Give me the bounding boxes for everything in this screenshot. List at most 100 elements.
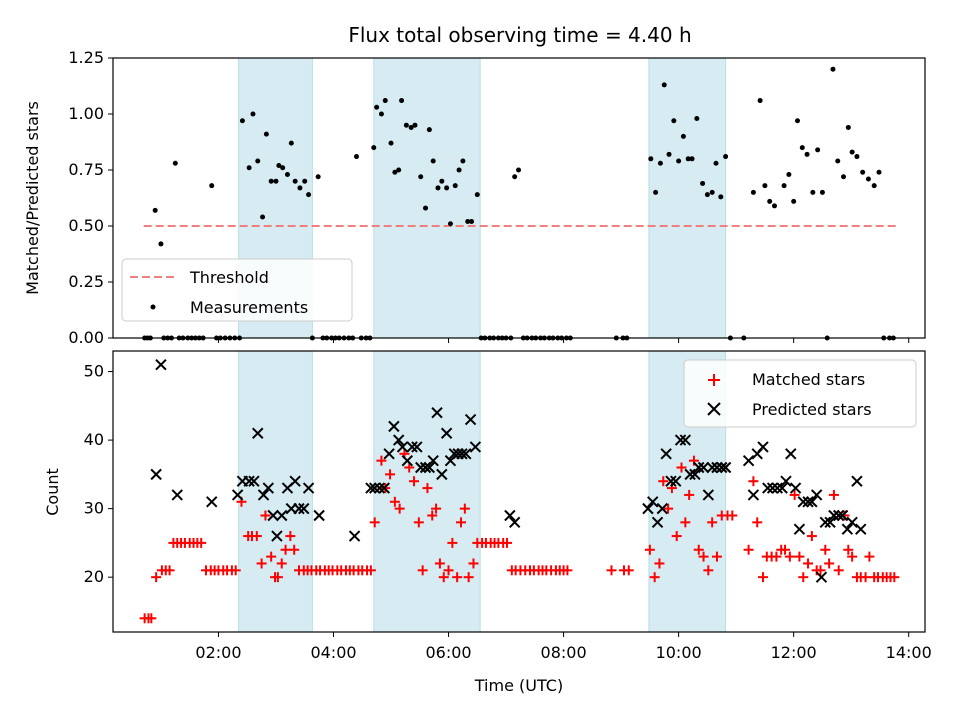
- measurement-point: [718, 194, 724, 200]
- matched-star-point: [847, 551, 858, 562]
- measurement-point: [456, 167, 462, 173]
- measurement-point: [297, 185, 303, 191]
- x-tick-label: 04:00: [310, 643, 356, 662]
- matched-star-point: [748, 476, 759, 487]
- top-legend: Threshold Measurements: [121, 258, 353, 322]
- predicted-star-point: [392, 434, 405, 446]
- measurement-point: [452, 183, 458, 189]
- predicted-star-point: [651, 516, 664, 529]
- predicted-star-point: [383, 448, 395, 460]
- matched-star-point: [443, 565, 454, 576]
- predicted-star-point: [702, 489, 715, 501]
- matched-star-point: [404, 462, 415, 473]
- predicted-star-point: [469, 441, 482, 453]
- matched-star-point: [743, 544, 754, 555]
- marker-stroke: [642, 502, 654, 515]
- measurement-point: [786, 171, 792, 177]
- marker-stroke: [401, 454, 414, 467]
- predicted-star-point: [401, 454, 414, 467]
- matched-star-point: [376, 455, 387, 466]
- predicted-star-point: [298, 502, 310, 515]
- marker-stroke: [383, 448, 395, 460]
- predicted-star-point: [780, 475, 792, 487]
- predicted-star-point: [155, 359, 167, 371]
- matched-star-point: [422, 483, 433, 494]
- matched-star-point: [365, 565, 376, 576]
- measurement-point: [648, 156, 654, 162]
- marker-stroke: [206, 496, 218, 508]
- measurement-point: [465, 219, 471, 225]
- predicted-star-point: [647, 496, 659, 508]
- predicted-star-point: [824, 516, 836, 529]
- marker-stroke: [243, 475, 255, 487]
- marker-stroke: [378, 482, 391, 494]
- marker-stroke: [271, 530, 283, 542]
- marker-stroke: [293, 502, 305, 515]
- bottom-legend: Matched stars Predicted stars: [683, 359, 917, 428]
- measurements-legend-label: Measurements: [190, 298, 308, 317]
- predicted-star-point: [642, 502, 654, 515]
- predicted-star-point: [243, 475, 255, 487]
- matched-star-point: [839, 510, 850, 521]
- measurement-point: [399, 98, 405, 104]
- predicted-star-point: [836, 509, 849, 522]
- y-tick-label: 30: [84, 499, 104, 518]
- predicted-star-point: [396, 441, 409, 453]
- marker-stroke: [262, 482, 275, 494]
- marker-stroke: [824, 516, 836, 529]
- matched-star-point: [146, 613, 157, 624]
- predicted-star-point: [406, 441, 418, 453]
- measurement-point: [680, 133, 686, 139]
- matched-star-point: [815, 565, 826, 576]
- predicted-star-point: [508, 516, 521, 529]
- measurement-point: [474, 192, 480, 198]
- matched-star-point: [676, 462, 687, 473]
- predicted-star-point: [747, 489, 760, 501]
- measurement-point: [657, 160, 663, 166]
- x-tick-label: 08:00: [541, 643, 587, 662]
- marker-stroke: [702, 489, 715, 501]
- measurement-point: [704, 192, 710, 198]
- measurement-point: [268, 178, 274, 184]
- bottom-y-axis-label: Count: [43, 468, 62, 516]
- measurement-point: [781, 183, 787, 189]
- predicted-star-point: [378, 482, 391, 494]
- predicted-star-point: [415, 461, 427, 474]
- marker-stroke: [785, 448, 797, 460]
- matched-star-point: [230, 565, 241, 576]
- marker-stroke: [766, 482, 779, 494]
- bottom-axes-frame: [112, 350, 926, 633]
- matched-star-point: [864, 551, 875, 562]
- marker-stroke: [464, 413, 477, 426]
- measurement-point: [676, 158, 682, 164]
- matched-star-point: [684, 489, 695, 500]
- predicted-star-point: [252, 427, 264, 439]
- measurement-point: [315, 174, 321, 180]
- predicted-star-point: [267, 509, 279, 522]
- predicted-star-point: [766, 482, 779, 494]
- predicted-star-point: [656, 502, 669, 515]
- matched-star-point: [703, 565, 714, 576]
- marker-stroke: [252, 427, 264, 439]
- predicted-star-point: [427, 454, 439, 467]
- measurement-point: [284, 171, 290, 177]
- matched-star-point: [658, 476, 669, 487]
- measurement-point: [871, 183, 877, 189]
- predicted-star-point: [762, 482, 774, 494]
- marker-stroke: [171, 489, 183, 501]
- marker-stroke: [828, 509, 840, 522]
- marker-stroke: [150, 468, 162, 481]
- measurement-point: [447, 221, 453, 227]
- marker-stroke: [276, 509, 288, 522]
- measurement-point: [689, 156, 695, 162]
- marker-stroke: [248, 475, 260, 487]
- marker-stroke: [388, 420, 400, 433]
- matched-star-point: [693, 544, 704, 555]
- marker-stroke: [660, 448, 672, 460]
- predicted-star-point: [660, 448, 672, 460]
- predicted-star-point: [373, 482, 386, 494]
- matched-star-point: [794, 551, 805, 562]
- predicted-star-point: [674, 434, 687, 446]
- matched-star-point: [824, 558, 835, 569]
- bottom-x-ticks: 02:00 04:00 06:00 08:00 10:00 12:00 14:00: [195, 632, 932, 662]
